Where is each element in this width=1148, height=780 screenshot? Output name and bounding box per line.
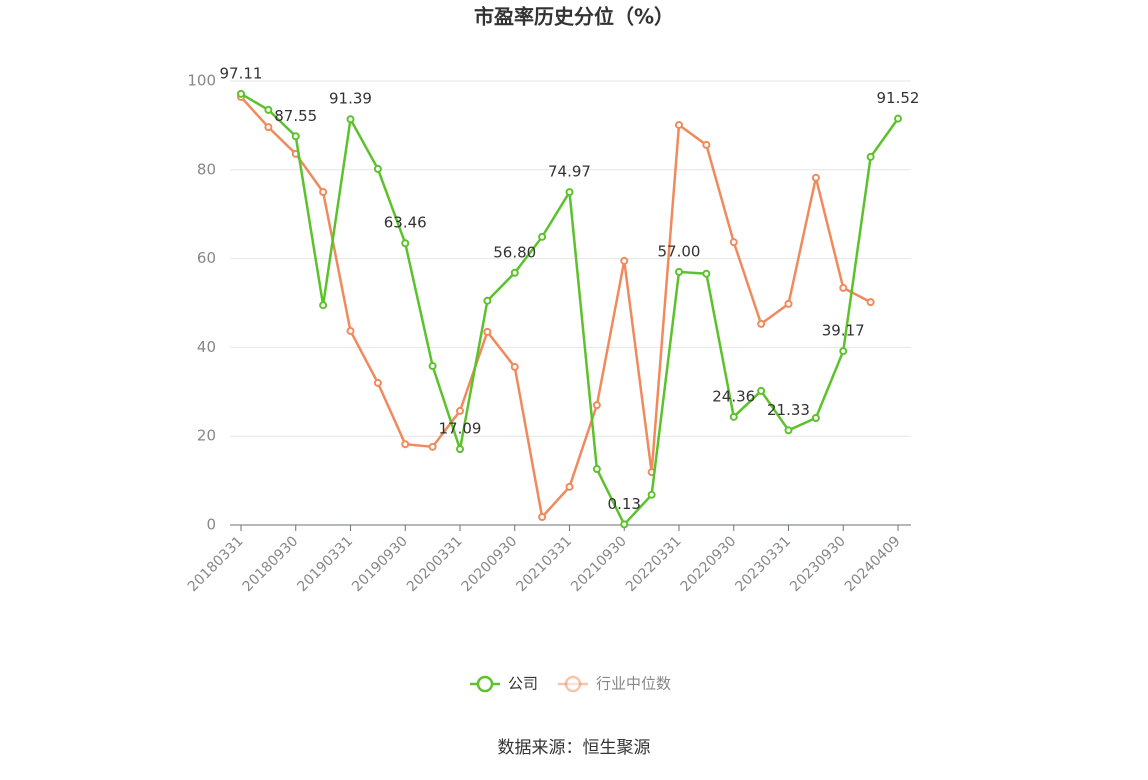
data-point <box>428 442 437 451</box>
x-tick-label: 20210331 <box>513 533 575 595</box>
series-line <box>240 92 900 527</box>
data-label: 24.36 <box>712 387 755 405</box>
data-label: 74.97 <box>548 163 591 181</box>
data-point <box>811 413 820 422</box>
x-tick-label: 20180331 <box>185 533 247 595</box>
y-tick-label: 20 <box>197 427 216 445</box>
data-point <box>456 445 464 454</box>
data-point <box>373 164 382 173</box>
x-tick-label: 20210930 <box>568 533 630 595</box>
data-label: 91.39 <box>329 90 372 108</box>
series-line <box>240 96 872 520</box>
data-point <box>811 173 820 182</box>
data-point <box>264 105 273 114</box>
data-point <box>592 401 601 410</box>
data-point <box>620 256 629 265</box>
data-point <box>784 426 793 435</box>
legend-label[interactable]: 行业中位数 <box>596 675 671 693</box>
data-point <box>729 412 738 421</box>
y-tick-label: 40 <box>197 338 216 356</box>
data-point <box>346 115 355 124</box>
x-tick-label: 20230331 <box>732 533 794 595</box>
x-tick-label: 20200331 <box>404 533 466 595</box>
data-point <box>483 296 492 305</box>
data-point <box>565 188 574 197</box>
data-label: 87.55 <box>274 107 317 125</box>
data-point <box>729 238 738 247</box>
data-label: 91.52 <box>877 89 920 107</box>
data-point <box>675 120 683 129</box>
data-point <box>401 239 410 248</box>
data-point <box>319 188 328 196</box>
y-tick-label: 60 <box>197 249 216 267</box>
data-label: 21.33 <box>767 401 810 419</box>
data-point <box>264 123 273 132</box>
data-label: 39.17 <box>822 322 865 340</box>
data-point <box>401 440 410 449</box>
data-point <box>346 326 355 335</box>
data-point <box>647 490 656 499</box>
data-label: 0.13 <box>608 495 641 513</box>
data-label: 17.09 <box>439 420 482 438</box>
data-point <box>757 319 766 328</box>
data-point <box>319 301 328 310</box>
legend-label[interactable]: 公司 <box>508 675 538 693</box>
data-point <box>510 268 519 277</box>
x-tick-label: 20220331 <box>623 533 685 595</box>
data-point <box>702 140 711 149</box>
source: 数据来源：恒生聚源 <box>498 738 651 758</box>
data-label: 57.00 <box>658 242 701 260</box>
data-point <box>675 267 683 276</box>
data-point <box>894 114 902 123</box>
x-tick-label: 20190930 <box>349 533 411 595</box>
data-point <box>483 327 492 336</box>
data-point <box>373 378 382 387</box>
data-point <box>620 520 629 529</box>
data-label: 63.46 <box>384 214 427 232</box>
data-point <box>237 89 245 98</box>
data-point <box>702 269 711 278</box>
y-tick-label: 100 <box>187 72 216 90</box>
y-tick-label: 0 <box>206 516 216 534</box>
data-point <box>456 406 464 415</box>
data-point <box>592 465 601 474</box>
data-point <box>839 283 848 292</box>
data-point <box>538 232 547 241</box>
x-tick-label: 20240409 <box>842 533 904 595</box>
data-point <box>565 482 574 491</box>
x-tick-label: 20200930 <box>459 533 521 595</box>
data-point <box>866 152 875 161</box>
legend-marker <box>564 675 582 693</box>
data-point <box>291 132 300 141</box>
data-point <box>757 386 766 395</box>
data-point <box>538 513 547 522</box>
data-point <box>839 347 848 356</box>
x-tick-label: 20220930 <box>678 533 740 595</box>
data-label: 97.11 <box>220 64 263 82</box>
chart-title: 市盈率历史分位（%） <box>474 5 674 29</box>
data-point <box>866 298 875 307</box>
x-tick-label: 20230930 <box>787 533 849 595</box>
legend-marker <box>476 675 494 693</box>
data-point <box>428 362 437 371</box>
y-tick-label: 80 <box>197 160 216 178</box>
x-tick-label: 20180930 <box>240 533 302 595</box>
data-point <box>510 362 519 371</box>
x-tick-label: 20190331 <box>294 533 356 595</box>
data-label: 56.80 <box>493 243 536 261</box>
data-point <box>784 299 793 308</box>
